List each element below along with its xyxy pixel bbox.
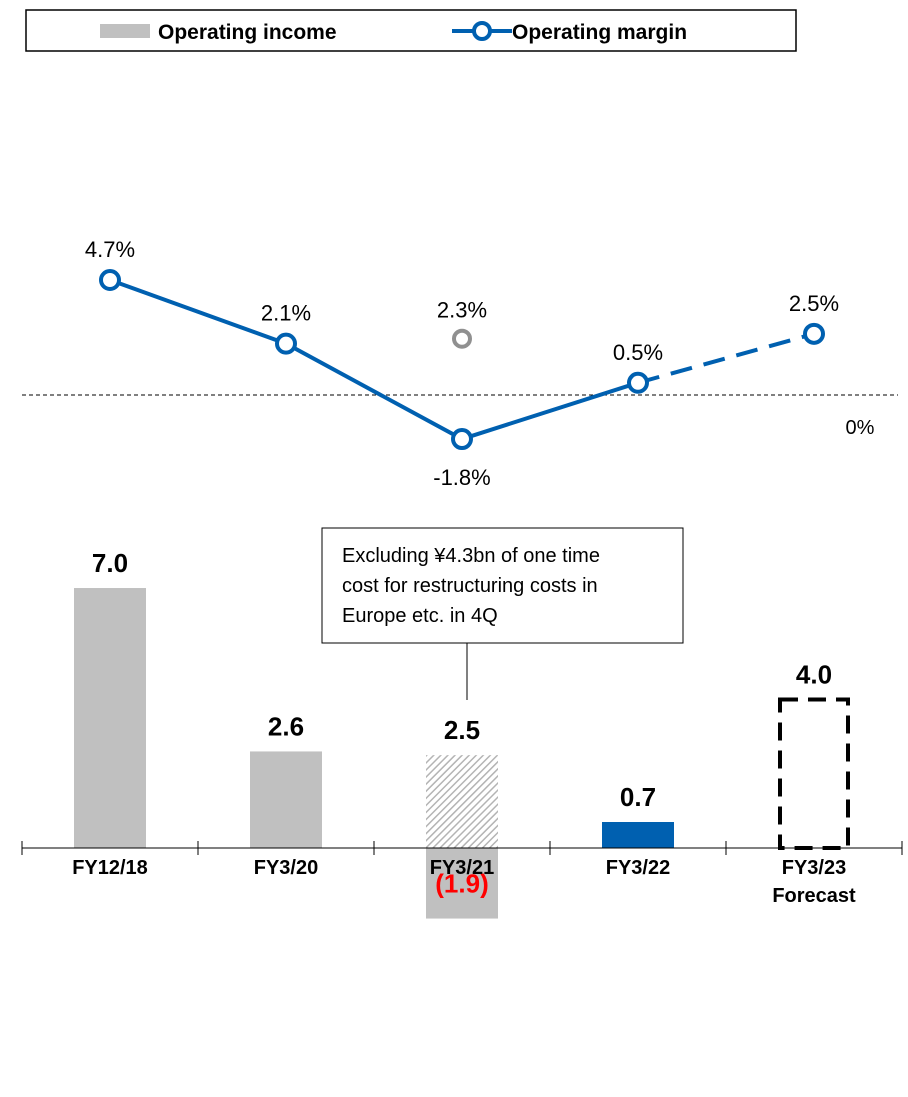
bar-0 (74, 588, 146, 848)
legend-box (25, 9, 797, 52)
bar-label-4: 4.0 (796, 659, 832, 689)
annotation: Excluding ¥4.3bn of one time cost for re… (321, 527, 684, 700)
bar-label-negative: (1.9) (435, 868, 488, 898)
x-tick-label: FY3/23 (782, 857, 846, 879)
bar-label-0: 7.0 (92, 548, 128, 578)
bar-label-excluding-one-time: 2.5 (444, 715, 480, 745)
legend-margin-marker (472, 21, 492, 41)
legend: Operating income Operating margin (25, 9, 797, 52)
margin-label-excluding-one-time: 2.3% (437, 298, 487, 323)
margin-line-actual (109, 278, 639, 442)
bar-negative (426, 848, 498, 919)
margin-label-3: 0.5% (613, 340, 663, 365)
margin-point-excluding-one-time (452, 328, 472, 349)
annotation-line-2: cost for restructuring costs in (342, 575, 598, 597)
margin-line-forecast (637, 331, 815, 385)
legend-income-swatch (100, 24, 150, 38)
margin-line-chart: 0% (22, 278, 898, 442)
annotation-box (321, 527, 684, 644)
margin-label-4: 2.5% (789, 291, 839, 316)
bar-excluding-one-time (426, 755, 498, 848)
x-tick-label: FY3/21 (430, 857, 494, 879)
bar-forecast (778, 697, 850, 850)
margin-label-2: -1.8% (433, 465, 490, 490)
category-axis: FY12/18 FY3/20 FY3/21 FY3/22 FY3/23 Forecast (21, 841, 903, 907)
operating-income-bars: 2.5 7.0 2.6 (1.9) 0.7 4.0 (74, 548, 850, 919)
margin-point-0 (99, 268, 121, 291)
margin-label-0: 4.7% (85, 237, 135, 262)
legend-income-label: Operating income (158, 21, 337, 44)
x-tick-label: Forecast (772, 885, 856, 907)
bar-3 (602, 822, 674, 848)
margin-points: 4.7% 2.1% -1.8% 0.5% 2.5% 2.3% (85, 237, 839, 490)
bar-label-3: 0.7 (620, 782, 656, 812)
x-tick-label: FY12/18 (72, 857, 148, 879)
margin-point-3 (627, 371, 649, 394)
margin-label-1: 2.1% (261, 301, 311, 326)
x-tick-label: FY3/20 (254, 857, 318, 879)
annotation-line-3: Europe etc. in 4Q (342, 605, 498, 627)
legend-margin-label: Operating margin (512, 21, 687, 44)
margin-point-4 (803, 322, 825, 345)
annotation-line-1: Excluding ¥4.3bn of one time (342, 545, 600, 567)
bar-label-1: 2.6 (268, 711, 304, 741)
margin-point-1 (275, 332, 297, 355)
x-tick-label: FY3/22 (606, 857, 670, 879)
margin-zero-label: 0% (846, 417, 875, 439)
margin-point-2 (451, 428, 473, 451)
bar-1 (250, 751, 322, 848)
